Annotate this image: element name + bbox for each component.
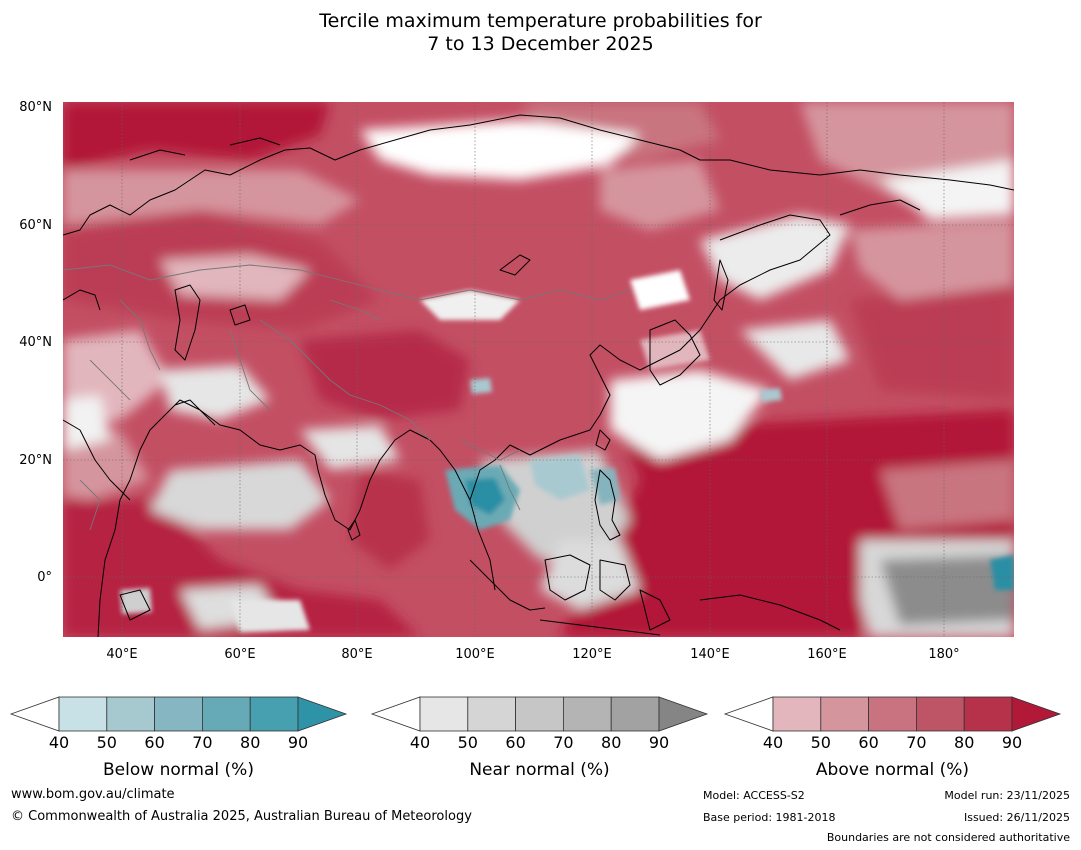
model-run-date: Model run: 23/11/2025: [944, 789, 1070, 802]
colorbar-above: 40 50 60 70 80 90 Above normal (%): [723, 696, 1062, 780]
colorbar-above-over-triangle: [1011, 696, 1062, 732]
colorbar-below-tick-90: 90: [288, 733, 308, 752]
colorbar-below-segment-3: [201, 696, 251, 732]
colorbar-near-tick-50: 50: [458, 733, 478, 752]
colorbar-above-under-triangle: [723, 696, 774, 732]
lon-label-180: 180°: [928, 647, 959, 662]
colorbar-above-tick-40: 40: [763, 733, 783, 752]
colorbar-above-segment-4: [963, 696, 1013, 732]
colorbar-near-segment-4: [610, 696, 660, 732]
colorbar-below-tick-50: 50: [97, 733, 117, 752]
colorbar-near-title: Near normal (%): [469, 760, 609, 780]
website-link[interactable]: www.bom.gov.au/climate: [11, 787, 175, 802]
colorbar-below-over-triangle: [297, 696, 348, 732]
copyright-text: © Commonwealth of Australia 2025, Austra…: [11, 809, 472, 824]
lat-label-60n: 60°N: [19, 218, 52, 233]
lon-label-80e: 80°E: [341, 647, 372, 662]
colorbar-below-segment-4: [249, 696, 299, 732]
lat-label-80n: 80°N: [19, 100, 52, 115]
issued-date: Issued: 26/11/2025: [963, 811, 1070, 824]
colorbar-below-tick-40: 40: [49, 733, 69, 752]
colorbar-above-segment-2: [868, 696, 917, 732]
lat-label-20n: 20°N: [19, 453, 52, 468]
colorbar-near-segment-3: [563, 696, 612, 732]
colorbar-above-segment-1: [820, 696, 869, 732]
base-period: Base period: 1981-2018: [703, 811, 836, 824]
model-name: Model: ACCESS-S2: [703, 789, 805, 802]
colorbar-above-tick-90: 90: [1002, 733, 1022, 752]
colorbar-above-title: Above normal (%): [816, 760, 969, 780]
colorbar-below: 40 50 60 70 80 90 Below normal (%): [9, 696, 348, 780]
colorbar-near-tick-40: 40: [410, 733, 430, 752]
colorbar-below-segment-0: [58, 696, 108, 732]
colorbar-below-tick-60: 60: [144, 733, 164, 752]
colorbar-near-segment-1: [467, 696, 516, 732]
colorbar-above-tick-80: 80: [954, 733, 974, 752]
colorbar-near-under-triangle: [370, 696, 421, 732]
colorbar-above-tick-60: 60: [858, 733, 878, 752]
lat-label-40n: 40°N: [19, 335, 52, 350]
colorbar-above-segment-3: [916, 696, 965, 732]
colorbar-below-under-triangle: [9, 696, 60, 732]
colorbar-near-over-triangle: [658, 696, 709, 732]
map-title-line-1: Tercile maximum temperature probabilitie…: [319, 10, 762, 32]
colorbar-near-tick-70: 70: [553, 733, 573, 752]
colorbar-below-segment-1: [106, 696, 156, 732]
map-panel: [63, 102, 1014, 637]
colorbar-legends: 40 50 60 70 80 90 Below normal (%) 40 50 60 70 80 90…: [9, 696, 1062, 780]
colorbar-near-tick-60: 60: [505, 733, 525, 752]
probability-detail: [120, 270, 1014, 632]
colorbar-near-segment-2: [515, 696, 564, 732]
colorbar-below-tick-70: 70: [192, 733, 212, 752]
lon-label-140e: 140°E: [690, 647, 730, 662]
lon-label-160e: 160°E: [807, 647, 847, 662]
lon-label-100e: 100°E: [455, 647, 495, 662]
graticule: [63, 102, 1014, 637]
coastlines: [63, 114, 1014, 637]
lon-label-40e: 40°E: [106, 647, 137, 662]
colorbar-below-title: Below normal (%): [103, 760, 254, 780]
colorbar-above-tick-70: 70: [906, 733, 926, 752]
country-borders: [63, 264, 631, 531]
boundaries-disclaimer: Boundaries are not considered authoritat…: [826, 831, 1070, 844]
colorbar-near-tick-80: 80: [601, 733, 621, 752]
colorbar-below-segment-2: [154, 696, 203, 732]
colorbar-near-segment-0: [419, 696, 469, 732]
map-title-line-2: 7 to 13 December 2025: [427, 33, 654, 55]
colorbar-above-segment-0: [772, 696, 822, 732]
colorbar-near-tick-90: 90: [649, 733, 669, 752]
colorbar-below-tick-80: 80: [240, 733, 260, 752]
lon-label-60e: 60°E: [224, 647, 255, 662]
probability-field: [63, 102, 1014, 637]
lat-label-equator: 0°: [37, 570, 52, 585]
colorbar-above-tick-50: 50: [811, 733, 831, 752]
lon-label-120e: 120°E: [572, 647, 612, 662]
colorbar-near: 40 50 60 70 80 90 Near normal (%): [370, 696, 709, 780]
